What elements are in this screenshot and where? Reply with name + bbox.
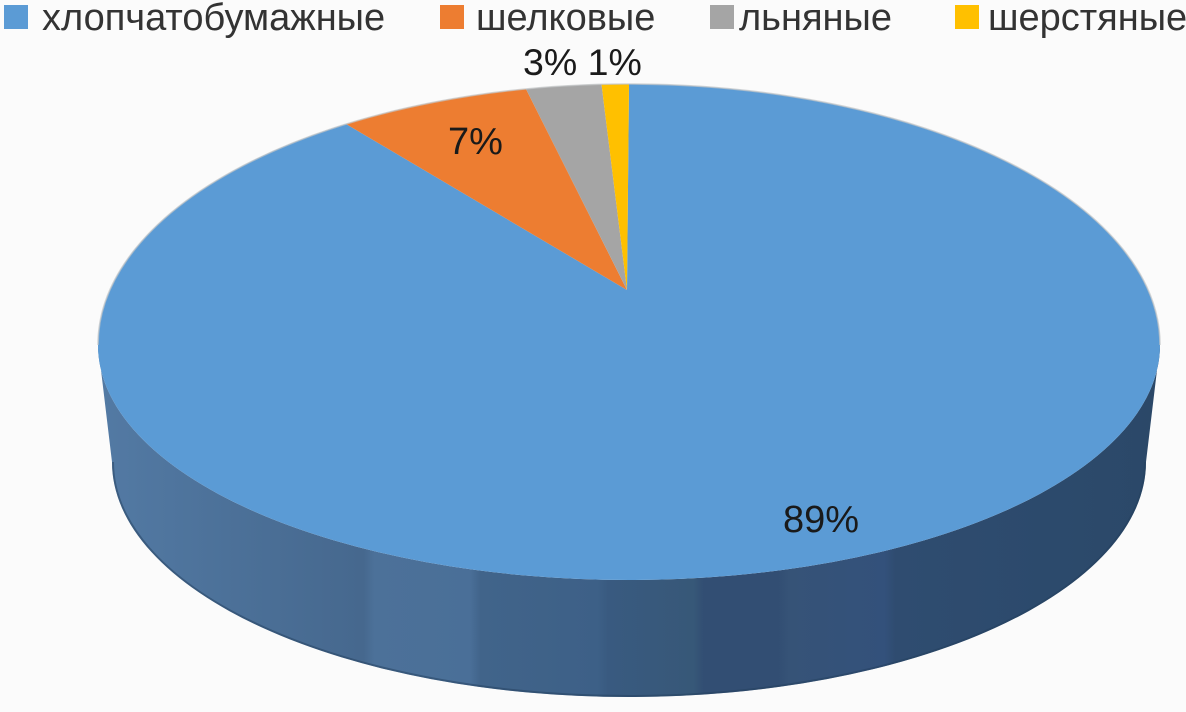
svg-text:7%: 7% [448, 121, 503, 163]
svg-text:хлопчатобумажные: хлопчатобумажные [42, 0, 385, 39]
svg-text:льняные: льняные [739, 0, 892, 39]
svg-text:3% 1%: 3% 1% [523, 41, 642, 83]
svg-text:шелковые: шелковые [476, 0, 655, 39]
svg-text:шерстяные: шерстяные [988, 0, 1186, 39]
svg-text:89%: 89% [783, 499, 859, 541]
